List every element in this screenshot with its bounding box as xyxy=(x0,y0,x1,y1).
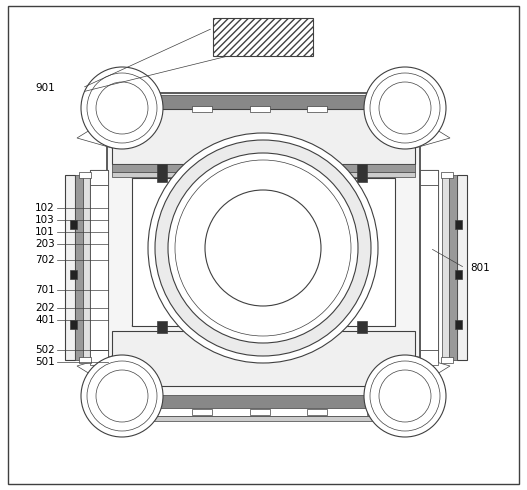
Bar xyxy=(90,170,108,185)
Bar xyxy=(65,175,75,360)
Bar xyxy=(70,320,77,329)
Bar xyxy=(192,409,212,415)
Bar xyxy=(357,164,367,182)
Bar xyxy=(132,178,395,326)
Polygon shape xyxy=(385,98,450,148)
Bar xyxy=(441,357,453,363)
Bar xyxy=(112,331,415,386)
Bar xyxy=(457,175,467,360)
Bar xyxy=(70,270,77,279)
Bar xyxy=(112,109,415,164)
Text: 203: 203 xyxy=(35,239,55,249)
Bar xyxy=(213,18,313,56)
Circle shape xyxy=(168,153,358,343)
Text: 103: 103 xyxy=(35,215,55,225)
Bar xyxy=(79,357,91,363)
Text: 102: 102 xyxy=(35,203,55,213)
Text: 501: 501 xyxy=(35,357,55,367)
Bar xyxy=(455,270,462,279)
Circle shape xyxy=(370,361,440,431)
Circle shape xyxy=(175,160,351,336)
Bar xyxy=(420,350,438,365)
Circle shape xyxy=(364,355,446,437)
Text: 701: 701 xyxy=(35,285,55,295)
Text: 101: 101 xyxy=(35,227,55,237)
Circle shape xyxy=(148,133,378,363)
Polygon shape xyxy=(385,356,450,406)
Text: 702: 702 xyxy=(35,255,55,265)
Circle shape xyxy=(81,67,163,149)
Bar xyxy=(307,106,327,112)
Circle shape xyxy=(364,67,446,149)
Circle shape xyxy=(87,73,157,143)
Bar xyxy=(117,408,410,416)
Text: 901: 901 xyxy=(35,83,55,93)
Circle shape xyxy=(370,73,440,143)
Bar xyxy=(420,185,438,350)
Bar xyxy=(442,175,449,360)
Text: 502: 502 xyxy=(35,345,55,355)
Bar xyxy=(449,175,457,360)
Text: 801: 801 xyxy=(470,263,490,273)
Bar xyxy=(307,409,327,415)
Circle shape xyxy=(81,355,163,437)
Bar xyxy=(107,93,420,411)
Circle shape xyxy=(379,370,431,422)
Bar xyxy=(367,409,387,415)
Bar xyxy=(257,321,267,333)
Text: 401: 401 xyxy=(35,315,55,325)
Bar xyxy=(90,350,108,365)
Bar xyxy=(420,170,438,365)
Text: 202: 202 xyxy=(35,303,55,313)
Bar xyxy=(157,321,167,333)
Bar xyxy=(70,220,77,229)
Bar xyxy=(357,321,367,333)
Bar xyxy=(367,106,387,112)
Bar xyxy=(132,106,152,112)
Bar xyxy=(83,175,90,360)
Bar xyxy=(79,172,91,178)
Bar xyxy=(132,409,152,415)
Circle shape xyxy=(96,370,148,422)
Circle shape xyxy=(155,140,371,356)
Bar xyxy=(441,172,453,178)
Bar xyxy=(157,164,167,182)
Bar xyxy=(420,170,438,185)
Circle shape xyxy=(96,82,148,134)
Bar xyxy=(257,164,267,182)
Bar xyxy=(117,416,410,421)
Circle shape xyxy=(87,361,157,431)
Bar xyxy=(109,395,418,409)
Bar xyxy=(192,106,212,112)
Circle shape xyxy=(379,82,431,134)
Bar xyxy=(112,164,415,172)
Bar xyxy=(75,175,83,360)
Bar xyxy=(250,409,270,415)
Polygon shape xyxy=(77,98,142,148)
Bar xyxy=(112,172,415,177)
Circle shape xyxy=(205,190,321,306)
Bar xyxy=(109,95,418,109)
Bar xyxy=(455,320,462,329)
Polygon shape xyxy=(77,356,142,406)
Bar xyxy=(90,170,108,365)
Bar xyxy=(90,185,108,350)
Bar xyxy=(455,220,462,229)
Bar xyxy=(250,106,270,112)
